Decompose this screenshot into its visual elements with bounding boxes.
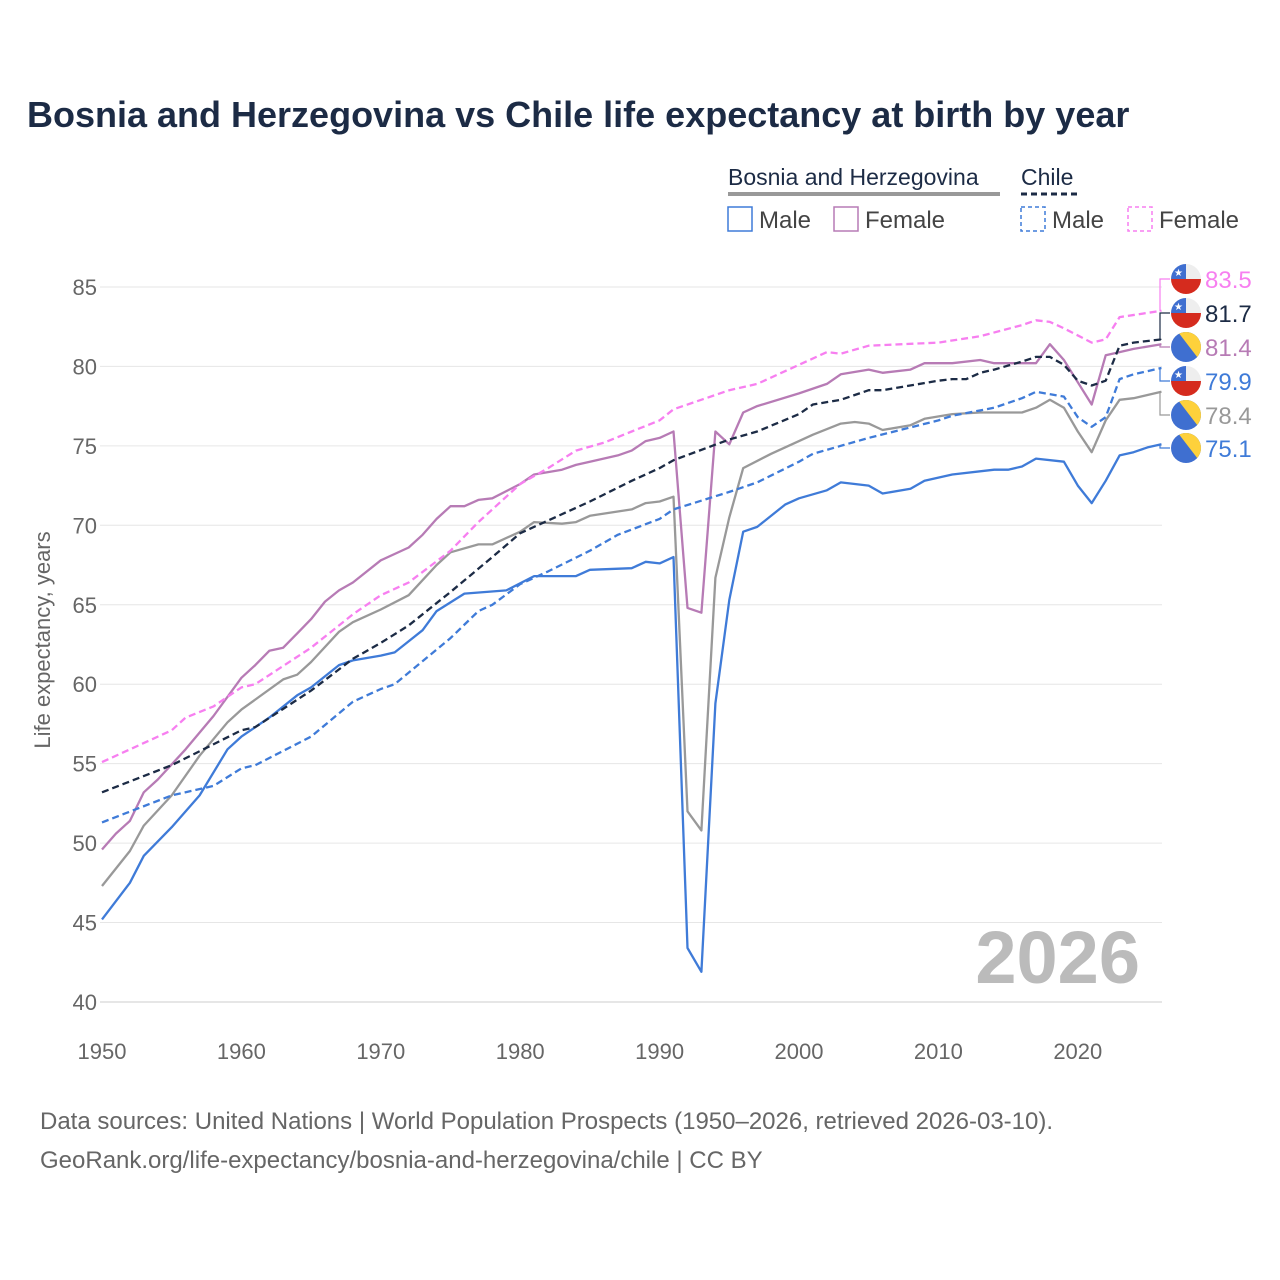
source-url[interactable]: GeoRank.org/life-expectancy/bosnia-and-h…	[40, 1147, 763, 1174]
legend-item-label: Male	[759, 207, 811, 234]
flag-red	[1171, 381, 1201, 396]
x-tick-label: 1970	[356, 1039, 405, 1064]
end-value-label: 81.4	[1205, 335, 1252, 362]
y-tick-label: 85	[73, 275, 97, 300]
chile-flag-icon: ★	[1171, 366, 1201, 396]
flag-body	[1171, 433, 1201, 463]
series-line-bosnia-and-herzegovina-female	[101, 343, 1162, 851]
series-line-chile	[101, 338, 1162, 794]
bosnia-flag-icon	[1171, 400, 1201, 430]
series-line-chile-male	[101, 366, 1162, 824]
series-line-chile-female	[101, 309, 1162, 764]
data-source: Data sources: United Nations | World Pop…	[40, 1108, 1054, 1135]
flag-body: ★	[1171, 298, 1201, 328]
y-tick-label: 45	[73, 911, 97, 936]
y-tick-label: 50	[73, 831, 97, 856]
x-tick-label: 2000	[775, 1039, 824, 1064]
y-axis-label: Life expectancy, years	[30, 531, 55, 748]
legend-swatch	[1020, 206, 1046, 232]
y-tick-label: 70	[73, 513, 97, 538]
bosnia-flag-icon	[1171, 332, 1201, 362]
flag-body: ★	[1171, 366, 1201, 396]
label-connector	[1159, 343, 1170, 348]
legend-item-label: Female	[1159, 207, 1239, 234]
x-tick-label: 1990	[635, 1039, 684, 1064]
y-tick-label: 80	[73, 354, 97, 379]
chart-title: Bosnia and Herzegovina vs Chile life exp…	[27, 94, 1130, 135]
label-connector	[1159, 278, 1170, 312]
legend-group-chile: Chile	[1021, 164, 1073, 190]
x-tick-label: 2010	[914, 1039, 963, 1064]
chile-flag-icon: ★	[1171, 298, 1201, 328]
end-value-label: 81.7	[1205, 301, 1252, 328]
flag-star: ★	[1174, 268, 1183, 279]
legend-item-label: Male	[1052, 207, 1104, 234]
flag-red	[1171, 313, 1201, 328]
flag-yellow	[1178, 332, 1201, 362]
flag-star: ★	[1174, 302, 1183, 313]
end-value-label: 79.9	[1205, 369, 1252, 396]
y-tick-label: 75	[73, 434, 97, 459]
x-tick-label: 2020	[1053, 1039, 1102, 1064]
flag-yellow	[1178, 433, 1201, 463]
label-connector	[1159, 391, 1170, 416]
legend-swatch	[727, 206, 753, 232]
flag-yellow	[1178, 400, 1201, 430]
flag-body: ★	[1171, 264, 1201, 294]
y-tick-label: 60	[73, 672, 97, 697]
legend-swatch	[833, 206, 859, 232]
end-value-label: 83.5	[1205, 267, 1252, 294]
legend-item-label: Female	[865, 207, 945, 234]
label-connector	[1159, 367, 1170, 382]
flag-star: ★	[1174, 370, 1183, 381]
series-line-bosnia-and-herzegovina	[101, 390, 1162, 887]
flag-body	[1171, 400, 1201, 430]
y-tick-label: 40	[73, 990, 97, 1015]
chile-flag-icon: ★	[1171, 264, 1201, 294]
label-connector	[1159, 443, 1170, 449]
year-watermark: 2026	[975, 916, 1140, 999]
legend-group-bosnia: Bosnia and Herzegovina	[728, 164, 979, 190]
end-value-label: 78.4	[1205, 403, 1252, 430]
flag-red	[1171, 279, 1201, 294]
x-tick-label: 1980	[496, 1039, 545, 1064]
y-tick-label: 55	[73, 752, 97, 777]
series-line-bosnia-and-herzegovina-male	[101, 443, 1162, 973]
end-value-label: 75.1	[1205, 436, 1252, 463]
x-tick-label: 1950	[78, 1039, 127, 1064]
bosnia-flag-icon	[1171, 433, 1201, 463]
label-connector	[1159, 312, 1170, 340]
x-tick-label: 1960	[217, 1039, 266, 1064]
y-tick-label: 65	[73, 593, 97, 618]
flag-body	[1171, 332, 1201, 362]
legend-swatch	[1127, 206, 1153, 232]
